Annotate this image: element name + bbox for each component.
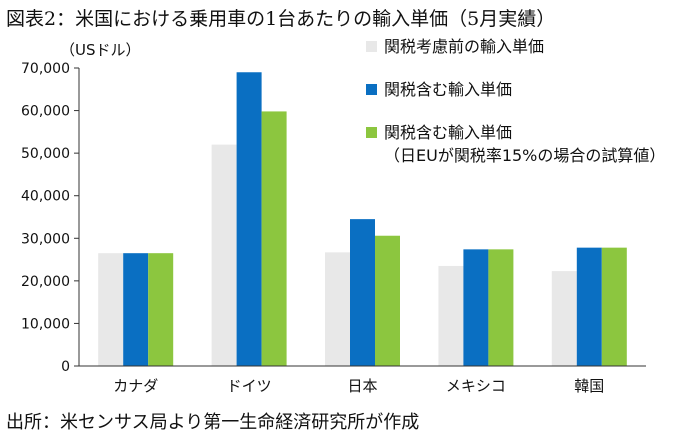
- bar: [261, 111, 287, 367]
- x-category-label: カナダ: [113, 377, 158, 395]
- legend-label: （日EUが関税率15%の場合の試算値）: [384, 146, 665, 165]
- legend-label: 関税考慮前の輸入単価: [384, 37, 544, 56]
- source-note: 出所：米センサス局より第一生命経済研究所が作成: [6, 412, 420, 433]
- y-tick-label: 50,000: [21, 146, 70, 162]
- bar: [123, 253, 149, 366]
- bar: [148, 253, 174, 366]
- bar: [463, 249, 489, 366]
- y-tick-label: 70,000: [21, 61, 70, 77]
- bar: [375, 235, 400, 366]
- bar: [488, 249, 514, 366]
- x-category-label: メキシコ: [446, 377, 506, 395]
- y-tick-label: 30,000: [21, 231, 70, 247]
- legend-swatch: [366, 84, 377, 95]
- chart-title: 図表2：米国における乗用車の1台あたりの輸入単価（5月実績）: [6, 8, 556, 30]
- bar: [236, 72, 262, 366]
- x-axis-categories: カナダ ドイツ 日本 メキシコ 韓国: [113, 377, 604, 395]
- bar: [211, 144, 237, 366]
- y-tick-label: 0: [61, 359, 70, 375]
- y-tick-label: 10,000: [21, 316, 70, 332]
- x-category-label: 韓国: [574, 377, 604, 395]
- x-category-label: ドイツ: [227, 377, 272, 395]
- x-category-label: 日本: [347, 377, 377, 395]
- y-tick-label: 20,000: [21, 274, 70, 290]
- y-axis-ticks: 0 10,000 20,000 30,000 40,000 50,000 60,000 70,…: [21, 61, 79, 375]
- bar: [438, 265, 464, 366]
- legend-label: 関税含む輸入単価: [384, 123, 512, 142]
- bar: [601, 247, 627, 366]
- y-axis-unit-label: （USドル）: [60, 41, 141, 59]
- y-tick-label: 40,000: [21, 189, 70, 205]
- legend-swatch: [366, 41, 377, 52]
- bars: [98, 72, 627, 367]
- bar: [325, 252, 350, 366]
- y-tick-label: 60,000: [21, 104, 70, 120]
- bar: [98, 253, 124, 366]
- bar: [350, 219, 375, 366]
- bar: [576, 247, 602, 366]
- legend-label: 関税含む輸入単価: [384, 80, 512, 99]
- legend-swatch: [366, 127, 377, 138]
- bar: [551, 271, 577, 366]
